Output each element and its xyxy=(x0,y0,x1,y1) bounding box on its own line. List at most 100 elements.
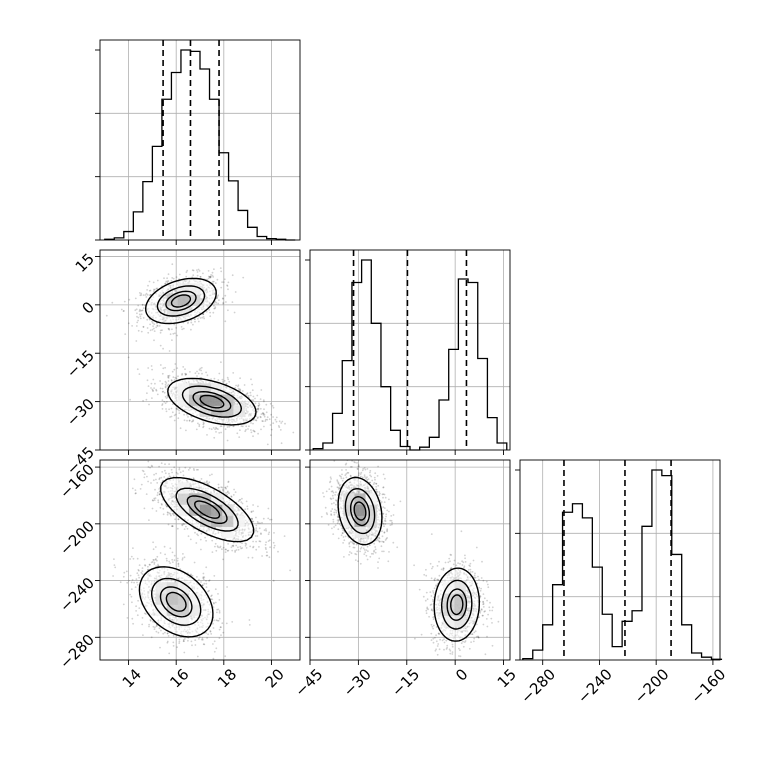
scatter-0-2-point xyxy=(213,602,215,605)
scatter-0-1-point xyxy=(152,281,155,284)
hist-0-frame xyxy=(99,39,301,241)
scatter-0-1-point xyxy=(145,296,148,298)
scatter-0-1-point xyxy=(272,422,275,425)
scatter-0-2-point xyxy=(147,565,149,568)
scatter-0-2-point xyxy=(159,646,161,649)
scatter-0-1-point xyxy=(202,421,205,423)
scatter-0-2-point xyxy=(136,581,138,584)
scatter-0-1-point xyxy=(246,393,248,395)
scatter-0-1-point xyxy=(139,309,142,312)
scatter-0-1-point xyxy=(263,414,266,416)
scatter-0-1-point xyxy=(166,281,169,284)
scatter-0-1-point xyxy=(207,270,210,272)
scatter-0-1-point xyxy=(144,294,147,296)
scatter-0-1-point xyxy=(171,328,173,331)
hist-1-background xyxy=(310,250,510,450)
scatter-0-2-point xyxy=(240,501,243,503)
scatter-0-2-point xyxy=(210,633,213,635)
scatter-0-1-point xyxy=(136,321,139,324)
scatter-0-1-point xyxy=(146,318,149,321)
scatter-0-1-point xyxy=(227,309,229,312)
scatter-0-1-point xyxy=(161,404,164,406)
scatter-0-1-point xyxy=(186,269,189,272)
scatter-0-1-point xyxy=(136,315,138,318)
scatter-0-2-point xyxy=(213,650,216,653)
scatter-0-2-point xyxy=(157,565,159,567)
scatter-0-1-point xyxy=(190,328,192,331)
scatter-0-1-point xyxy=(254,397,256,400)
scatter-0-2-point xyxy=(132,557,135,560)
scatter-0-2-point xyxy=(155,630,158,633)
scatter-0-1-point xyxy=(256,394,259,397)
scatter-0-2-point xyxy=(169,513,172,516)
scatter-0-1-point xyxy=(199,276,202,278)
scatter-0-2-point xyxy=(156,494,159,497)
scatter-0-2-point xyxy=(241,497,243,500)
scatter-0-2-point xyxy=(257,505,259,508)
scatter-0-1-point xyxy=(178,412,181,414)
scatter-0-2-point xyxy=(168,475,171,478)
hist-0-steps xyxy=(104,49,296,241)
scatter-0-1-point xyxy=(185,429,187,432)
scatter-0-1-point xyxy=(142,307,145,309)
scatter-0-1-point xyxy=(198,423,201,426)
scatter-0-1-point xyxy=(197,372,200,375)
scatter-0-1-mode-0-contour-3 xyxy=(170,294,192,308)
scatter-0-1-point xyxy=(197,317,199,320)
scatter-0-1-point xyxy=(161,329,163,332)
scatter-0-2-point xyxy=(234,549,237,552)
scatter-0-1-point xyxy=(172,332,175,335)
scatter-0-1-point xyxy=(161,391,164,393)
scatter-0-2-point xyxy=(214,545,216,548)
scatter-0-1-point xyxy=(214,306,217,308)
scatter-0-1-point xyxy=(215,426,217,429)
scatter-0-1-point xyxy=(136,368,139,371)
scatter-0-1-point xyxy=(105,314,108,317)
scatter-0-1-point xyxy=(257,407,260,410)
scatter-0-2-point xyxy=(255,548,258,551)
scatter-0-2-point xyxy=(210,598,213,601)
scatter-0-1-point xyxy=(141,303,144,306)
scatter-0-1-point xyxy=(224,428,227,431)
scatter-0-2-point xyxy=(240,547,243,550)
scatter-0-1-point xyxy=(243,384,246,386)
scatter-0-2-point xyxy=(166,641,169,644)
scatter-0-2-point xyxy=(225,548,227,551)
scatter-0-1-point xyxy=(153,387,156,389)
scatter-0-1-point xyxy=(202,272,204,275)
scatter-0-1-point xyxy=(223,278,226,281)
scatter-0-1-point xyxy=(225,382,228,385)
scatter-0-1-point xyxy=(156,324,159,327)
scatter-0-2-point xyxy=(154,546,157,548)
scatter-0-1-point xyxy=(258,403,261,406)
scatter-0-2-point xyxy=(217,608,220,611)
scatter-0-1-point xyxy=(277,425,280,427)
scatter-0-1-point xyxy=(120,308,123,311)
scatter-0-1-point xyxy=(249,394,252,397)
scatter-0-1-point xyxy=(164,380,167,383)
scatter-0-1-point xyxy=(261,420,264,422)
scatter-0-1-point xyxy=(146,392,148,395)
scatter-0-1-point xyxy=(170,407,173,410)
scatter-0-1-point xyxy=(192,274,195,277)
scatter-0-2-point xyxy=(265,548,267,550)
scatter-0-2-point xyxy=(255,529,258,532)
scatter-0-1-point xyxy=(198,270,201,272)
scatter-0-1-point xyxy=(164,386,167,389)
scatter-0-2-point xyxy=(183,523,186,525)
scatter-0-2-point xyxy=(172,641,175,644)
scatter-0-1-point xyxy=(162,367,165,370)
scatter-0-1-point xyxy=(163,277,165,280)
scatter-0-2-point xyxy=(250,510,253,513)
scatter-0-1-point xyxy=(172,376,175,379)
scatter-0-2-point xyxy=(136,584,139,586)
scatter-0-1-point xyxy=(266,416,269,418)
scatter-0-1-point xyxy=(161,403,164,405)
scatter-0-1-point xyxy=(201,316,204,319)
scatter-0-2-point xyxy=(168,472,170,475)
scatter-0-1-point xyxy=(163,400,166,403)
scatter-0-2-point xyxy=(179,568,182,570)
scatter-0-2-point xyxy=(150,482,152,484)
scatter-0-1-mode-1-contour-0 xyxy=(167,377,257,426)
scatter-0-2-point xyxy=(219,545,222,548)
